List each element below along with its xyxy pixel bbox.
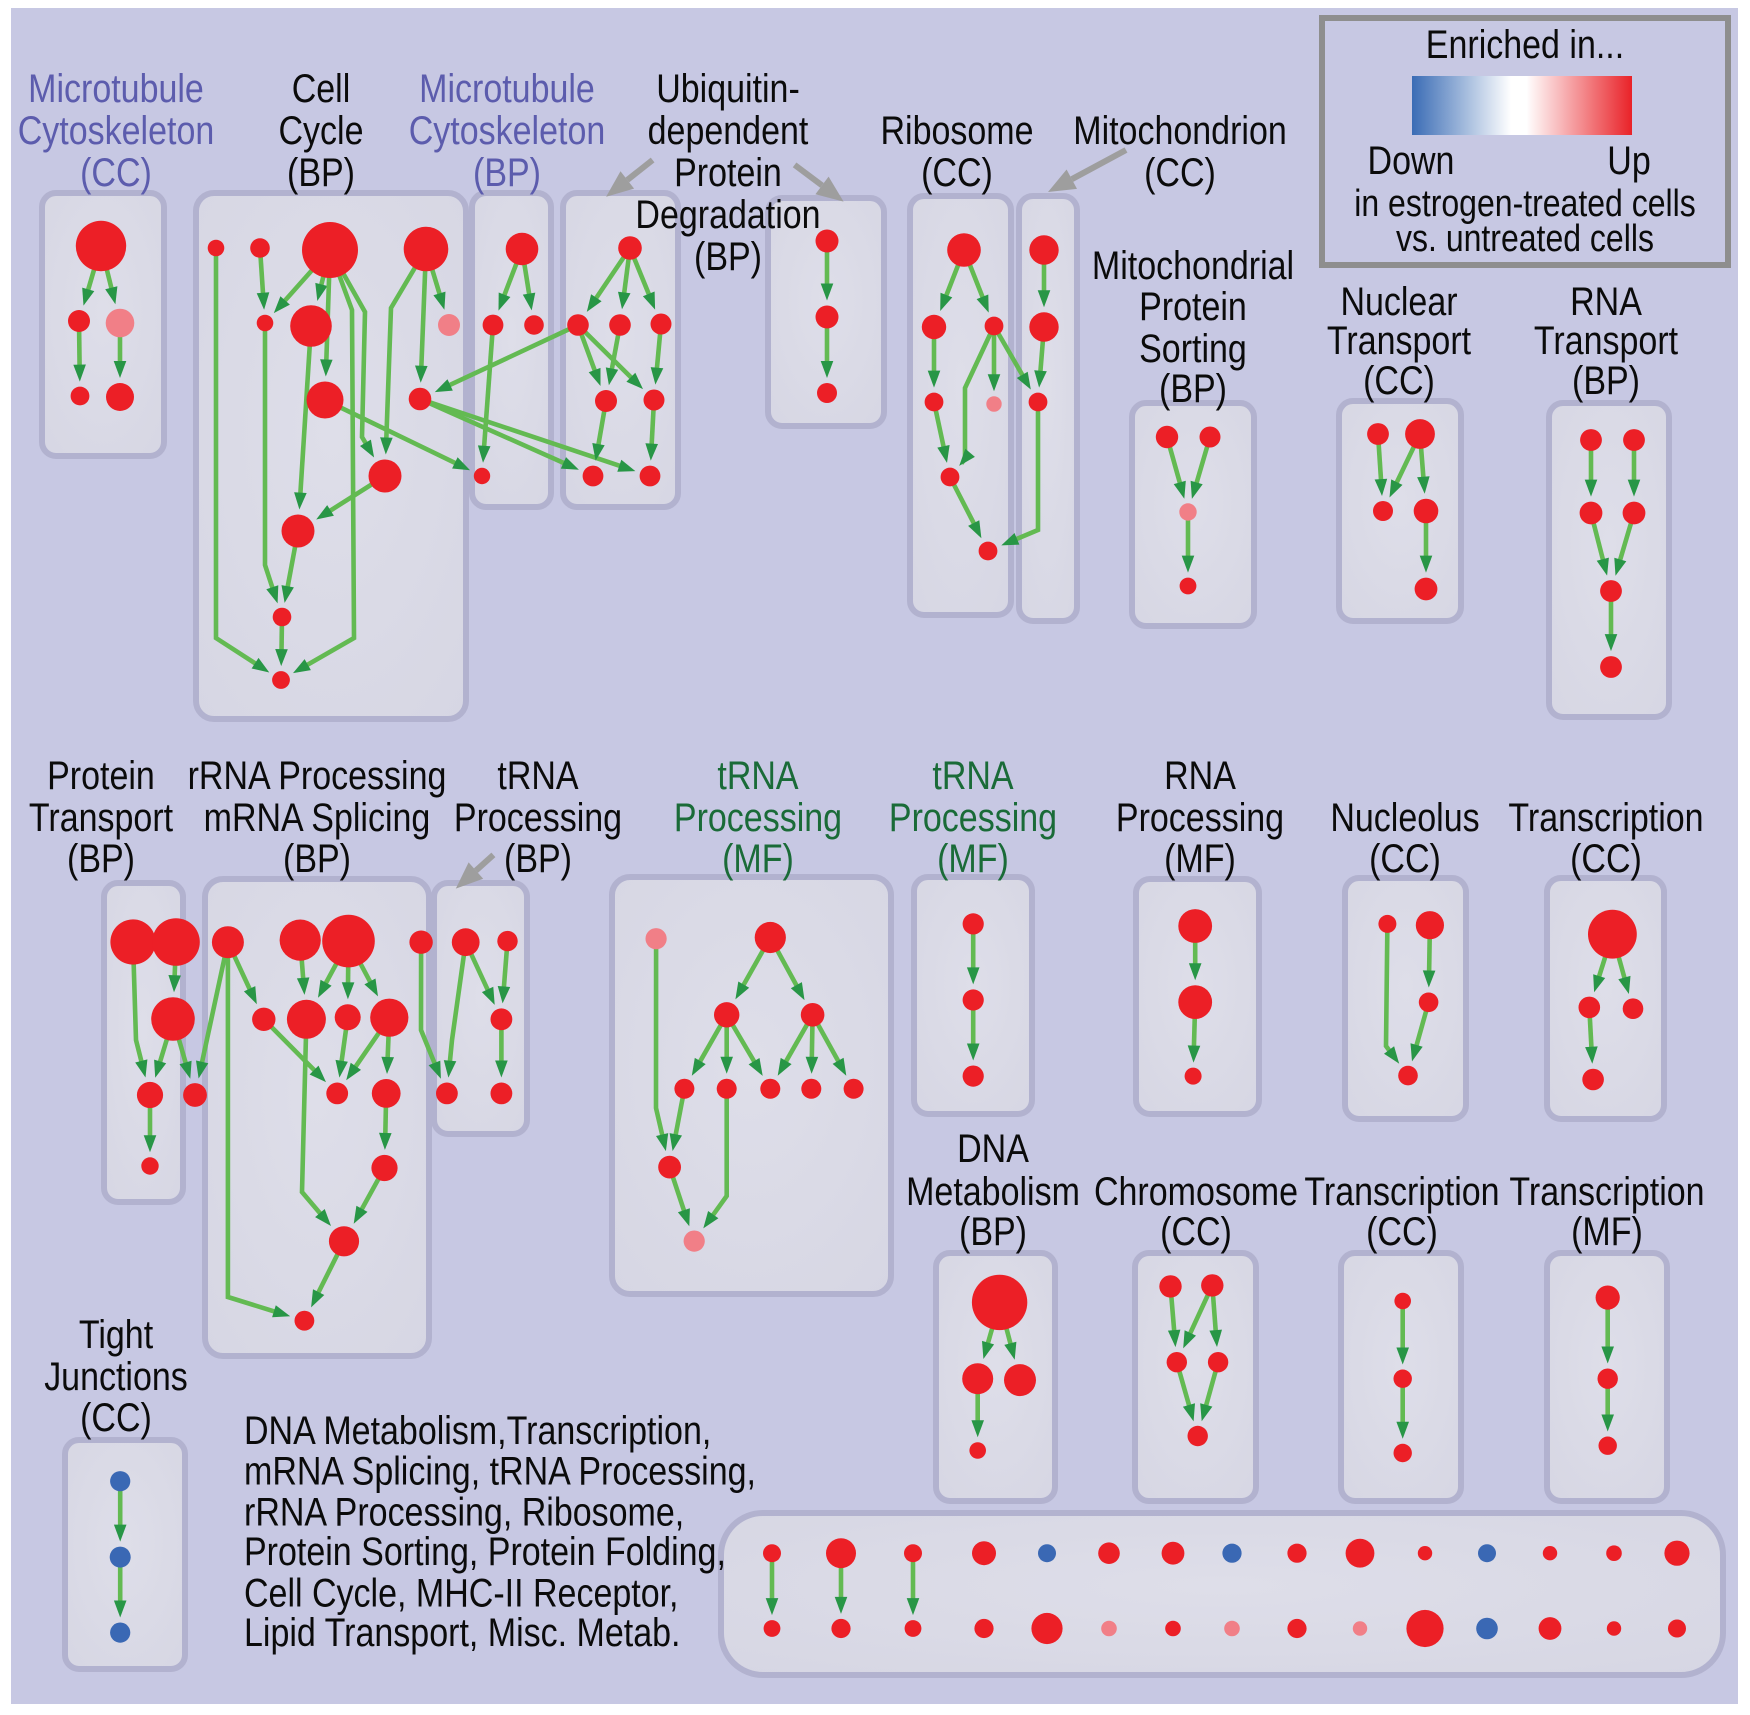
- svg-text:Microtubule: Microtubule: [419, 67, 595, 111]
- svg-text:Ubiquitin-: Ubiquitin-: [656, 67, 800, 111]
- svg-text:Up: Up: [1607, 139, 1651, 183]
- svg-text:Mitochondrial: Mitochondrial: [1092, 244, 1294, 288]
- svg-text:(CC): (CC): [1144, 151, 1216, 195]
- svg-text:Protein Sorting, Protein Foldi: Protein Sorting, Protein Folding,: [244, 1530, 726, 1574]
- svg-text:rRNA Processing: rRNA Processing: [188, 754, 447, 798]
- svg-text:(MF): (MF): [937, 837, 1009, 881]
- svg-text:vs. untreated cells: vs. untreated cells: [1396, 217, 1654, 259]
- svg-text:Ribosome: Ribosome: [881, 109, 1034, 153]
- svg-text:Microtubule: Microtubule: [28, 67, 204, 111]
- svg-text:(BP): (BP): [504, 837, 572, 881]
- svg-text:(CC): (CC): [80, 151, 152, 195]
- svg-text:Transcription: Transcription: [1508, 796, 1703, 840]
- svg-text:tRNA: tRNA: [497, 754, 578, 798]
- svg-text:(BP): (BP): [287, 151, 355, 195]
- svg-text:Cell: Cell: [292, 67, 351, 111]
- svg-text:DNA: DNA: [957, 1127, 1029, 1171]
- svg-text:Transcription: Transcription: [1509, 1170, 1704, 1214]
- svg-text:(MF): (MF): [1571, 1210, 1643, 1254]
- svg-text:Mitochondrion: Mitochondrion: [1073, 109, 1287, 153]
- svg-text:RNA: RNA: [1164, 754, 1236, 798]
- svg-text:Cytoskeleton: Cytoskeleton: [18, 109, 215, 153]
- svg-text:(BP): (BP): [473, 151, 541, 195]
- svg-text:Nuclear: Nuclear: [1340, 280, 1457, 324]
- svg-text:Cycle: Cycle: [279, 109, 364, 153]
- svg-text:DNA Metabolism,Transcription,: DNA Metabolism,Transcription,: [244, 1409, 711, 1453]
- svg-text:Metabolism: Metabolism: [906, 1170, 1080, 1214]
- svg-text:Nucleolus: Nucleolus: [1330, 796, 1479, 840]
- svg-text:RNA: RNA: [1570, 280, 1642, 324]
- svg-text:(BP): (BP): [1572, 359, 1640, 403]
- svg-text:(BP): (BP): [1159, 367, 1227, 411]
- svg-text:(CC): (CC): [1363, 359, 1435, 403]
- svg-text:Down: Down: [1368, 139, 1455, 183]
- svg-text:(CC): (CC): [1369, 837, 1441, 881]
- svg-text:(BP): (BP): [67, 837, 135, 881]
- svg-text:(CC): (CC): [921, 151, 993, 195]
- svg-text:Chromosome: Chromosome: [1094, 1170, 1298, 1214]
- svg-text:Transport: Transport: [1534, 319, 1678, 363]
- svg-text:(CC): (CC): [1366, 1210, 1438, 1254]
- svg-text:Sorting: Sorting: [1139, 327, 1247, 371]
- svg-text:in estrogen-treated cells: in estrogen-treated cells: [1354, 182, 1696, 224]
- svg-text:dependent: dependent: [648, 109, 809, 153]
- svg-text:Cell Cycle, MHC-II Receptor,: Cell Cycle, MHC-II Receptor,: [244, 1571, 679, 1615]
- svg-text:Transport: Transport: [29, 796, 173, 840]
- svg-text:(BP): (BP): [283, 837, 351, 881]
- svg-text:Protein: Protein: [1139, 285, 1247, 329]
- svg-text:(MF): (MF): [722, 837, 794, 881]
- svg-text:Protein: Protein: [47, 754, 155, 798]
- svg-text:Processing: Processing: [454, 796, 622, 840]
- svg-text:(MF): (MF): [1164, 837, 1236, 881]
- svg-text:Tight: Tight: [79, 1313, 153, 1357]
- svg-text:Junctions: Junctions: [44, 1355, 188, 1399]
- svg-text:(CC): (CC): [1570, 837, 1642, 881]
- svg-text:Processing: Processing: [889, 796, 1057, 840]
- svg-text:(BP): (BP): [694, 235, 762, 279]
- svg-text:Processing: Processing: [1116, 796, 1284, 840]
- svg-text:Protein: Protein: [674, 151, 782, 195]
- svg-text:(CC): (CC): [1160, 1210, 1232, 1254]
- svg-text:(CC): (CC): [80, 1396, 152, 1440]
- svg-text:mRNA Splicing: mRNA Splicing: [204, 796, 431, 840]
- svg-text:mRNA Splicing, tRNA Processing: mRNA Splicing, tRNA Processing,: [244, 1449, 756, 1493]
- svg-text:tRNA: tRNA: [932, 754, 1013, 798]
- svg-text:tRNA: tRNA: [717, 754, 798, 798]
- svg-text:(BP): (BP): [959, 1210, 1027, 1254]
- svg-text:Enriched in...: Enriched in...: [1426, 23, 1624, 67]
- svg-text:Cytoskeleton: Cytoskeleton: [409, 109, 606, 153]
- svg-text:Transcription: Transcription: [1304, 1170, 1499, 1214]
- svg-text:Lipid Transport, Misc. Metab.: Lipid Transport, Misc. Metab.: [244, 1611, 681, 1655]
- svg-text:Processing: Processing: [674, 796, 842, 840]
- svg-text:rRNA Processing, Ribosome,: rRNA Processing, Ribosome,: [244, 1490, 684, 1534]
- svg-text:Transport: Transport: [1327, 319, 1471, 363]
- svg-text:Degradation: Degradation: [635, 193, 820, 237]
